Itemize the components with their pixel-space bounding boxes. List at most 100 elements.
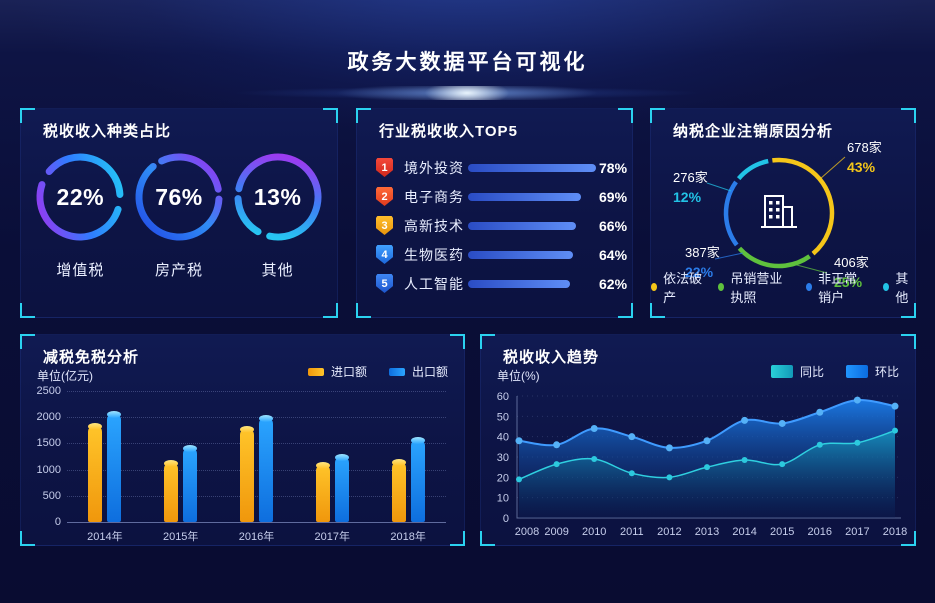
legend-label: 吊销营业执照 [730,271,783,305]
bar-track [468,250,599,259]
top5-row: 1 境外投资 78% [376,153,627,182]
industry-name: 人工智能 [404,275,464,292]
donut-segment [723,157,835,269]
legend-item[interactable]: 同比 [770,363,824,380]
bar-cap [164,460,179,468]
x-tick-label: 2014 [732,526,756,538]
ring-category-label: 增值税 [56,262,105,279]
industry-name: 高新技术 [404,217,464,234]
ring-charts: 22% 增值税 76% 房产税 13% 其他 [21,151,337,280]
industry-name: 境外投资 [404,159,464,176]
ring-item: 22% 增值税 [31,151,129,280]
bar-出口额 [107,411,122,522]
bar-出口额 [258,415,273,522]
corner-bracket [618,108,633,123]
x-tick-label: 2017年 [314,531,351,543]
rank-shield-badge: 4 [376,245,393,264]
corner-bracket [356,108,371,123]
ring-category-label: 其他 [261,262,294,279]
bar-出口额 [410,437,425,522]
ring-percent-value: 13% [253,183,302,210]
legend-item[interactable]: 依法破产 [651,268,703,306]
industry-name: 生物医药 [404,246,464,263]
bar-cap [258,415,273,423]
industry-percent: 64% [599,246,628,263]
ring-svg [234,153,322,241]
y-tick-label: 30 [497,452,509,464]
bar-group [370,391,446,522]
building-icon [761,195,797,228]
bar-cap [410,437,425,445]
gridline [67,417,446,419]
ring-gauge: 76% [133,151,225,243]
legend-item[interactable]: 环比 [845,363,899,380]
trend-legend: 同比 环比 [770,363,899,380]
x-tick-label: 2014年 [87,531,123,543]
panel-title: 税收收入趋势 [503,349,600,366]
corner-bracket [20,303,35,318]
corner-bracket [20,531,35,546]
panel-title: 纳税企业注销原因分析 [673,123,834,140]
bar-track [468,163,599,172]
bar-进口额 [239,425,254,522]
data-point-环比 [891,402,899,410]
ring-svg [36,153,124,241]
x-tick-label: 2009 [544,526,568,538]
bar-cap [391,459,406,467]
panel-revenue-trend: 税收收入趋势 单位(%) 同比 环比 60 50 40 30 20 10 0 2008 2009 2… [480,334,916,546]
corner-bracket [450,334,465,349]
bar-chart-plot [67,391,446,523]
corner-bracket [356,303,371,318]
industry-bar [468,250,573,259]
legend-item[interactable]: 其他 [883,268,915,306]
data-point-环比 [515,437,523,445]
legend-item[interactable]: 非正常销户 [805,268,868,306]
ring-gauge: 13% [232,151,324,243]
data-point-环比 [628,433,636,441]
legend-dot [651,283,658,291]
panel-title: 税收收入种类占比 [43,123,172,140]
bar-cap [315,461,330,469]
bar-group [294,391,370,522]
bar-group [143,391,219,522]
callout-line [792,263,828,274]
industry-percent: 78% [599,159,628,176]
legend-swatch [770,365,793,378]
legend-swatch [307,367,324,376]
panel-title: 减税免税分析 [43,349,140,366]
legend-label: 出口额 [411,365,448,379]
segment-count: 406家 [834,255,869,270]
data-point-同比 [628,470,635,477]
callout-line [714,252,744,260]
x-tick-label: 2012 [657,526,681,538]
legend-item[interactable]: 进口额 [307,363,367,380]
legend-item[interactable]: 出口额 [388,363,448,380]
legend-dot [718,283,725,291]
legend-dot [883,283,890,291]
top5-row: 4 生物医药 64% [376,240,627,269]
ring-item: 13% 其他 [229,151,327,280]
segment-count: 387家 [685,245,720,260]
bar-cap [334,453,349,461]
rank-shield-badge: 3 [376,216,393,235]
ring-gauge: 22% [34,151,126,243]
top5-row: 5 人工智能 62% [376,269,627,298]
gridline [67,391,446,392]
data-point-环比 [778,419,786,427]
data-point-环比 [853,396,861,404]
callout-line [819,156,846,180]
legend-dot [805,283,813,291]
rank-shield-badge: 1 [376,158,393,177]
bar-cap [107,411,122,419]
ring-svg [135,153,223,241]
legend-item[interactable]: 吊销营业执照 [718,268,791,306]
x-tick-label: 2015 [770,526,794,538]
bar-track [468,192,599,201]
bar-track [468,221,599,230]
x-tick-label: 2008 [515,526,539,538]
x-tick-label: 2018年 [390,531,426,543]
x-tick-label: 2015年 [162,531,199,543]
legend-label: 环比 [874,365,899,379]
